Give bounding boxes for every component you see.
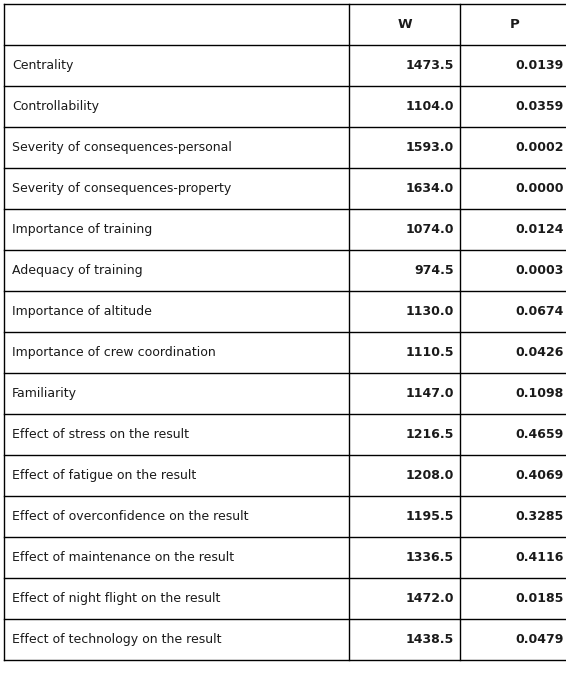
Text: W: W (397, 18, 412, 31)
Text: 1130.0: 1130.0 (406, 305, 454, 318)
Text: 0.0000: 0.0000 (516, 182, 564, 195)
Text: Importance of training: Importance of training (12, 223, 152, 236)
Text: 0.0674: 0.0674 (516, 305, 564, 318)
Text: Centrality: Centrality (12, 59, 74, 72)
Text: Effect of stress on the result: Effect of stress on the result (12, 428, 189, 441)
Text: 0.1098: 0.1098 (516, 387, 564, 400)
Text: Effect of overconfidence on the result: Effect of overconfidence on the result (12, 510, 248, 523)
Text: 1104.0: 1104.0 (405, 100, 454, 113)
Text: 974.5: 974.5 (414, 264, 454, 277)
Text: 1110.5: 1110.5 (405, 346, 454, 359)
Text: 0.3285: 0.3285 (516, 510, 564, 523)
Text: 1336.5: 1336.5 (406, 551, 454, 564)
Text: 0.4116: 0.4116 (516, 551, 564, 564)
Text: 1147.0: 1147.0 (405, 387, 454, 400)
Text: 1634.0: 1634.0 (406, 182, 454, 195)
Text: 1195.5: 1195.5 (406, 510, 454, 523)
Text: Severity of consequences-property: Severity of consequences-property (12, 182, 231, 195)
Text: Effect of maintenance on the result: Effect of maintenance on the result (12, 551, 234, 564)
Text: 0.0426: 0.0426 (516, 346, 564, 359)
Text: 0.4069: 0.4069 (516, 469, 564, 482)
Text: 1593.0: 1593.0 (406, 141, 454, 154)
Text: 1216.5: 1216.5 (406, 428, 454, 441)
Text: Familiarity: Familiarity (12, 387, 77, 400)
Text: Controllability: Controllability (12, 100, 99, 113)
Text: Importance of crew coordination: Importance of crew coordination (12, 346, 216, 359)
Text: 0.0139: 0.0139 (516, 59, 564, 72)
Text: 1473.5: 1473.5 (406, 59, 454, 72)
Text: 1208.0: 1208.0 (406, 469, 454, 482)
Text: 0.0479: 0.0479 (516, 633, 564, 646)
Text: 1074.0: 1074.0 (405, 223, 454, 236)
Text: P: P (510, 18, 520, 31)
Text: 0.0003: 0.0003 (516, 264, 564, 277)
Text: 0.4659: 0.4659 (516, 428, 564, 441)
Text: 0.0359: 0.0359 (516, 100, 564, 113)
Text: 0.0124: 0.0124 (516, 223, 564, 236)
Text: Effect of fatigue on the result: Effect of fatigue on the result (12, 469, 196, 482)
Text: Importance of altitude: Importance of altitude (12, 305, 152, 318)
Text: 0.0002: 0.0002 (516, 141, 564, 154)
Text: Effect of night flight on the result: Effect of night flight on the result (12, 592, 220, 605)
Text: Adequacy of training: Adequacy of training (12, 264, 143, 277)
Text: 0.0185: 0.0185 (516, 592, 564, 605)
Text: Effect of technology on the result: Effect of technology on the result (12, 633, 221, 646)
Text: 1472.0: 1472.0 (405, 592, 454, 605)
Text: 1438.5: 1438.5 (406, 633, 454, 646)
Text: Severity of consequences-personal: Severity of consequences-personal (12, 141, 232, 154)
